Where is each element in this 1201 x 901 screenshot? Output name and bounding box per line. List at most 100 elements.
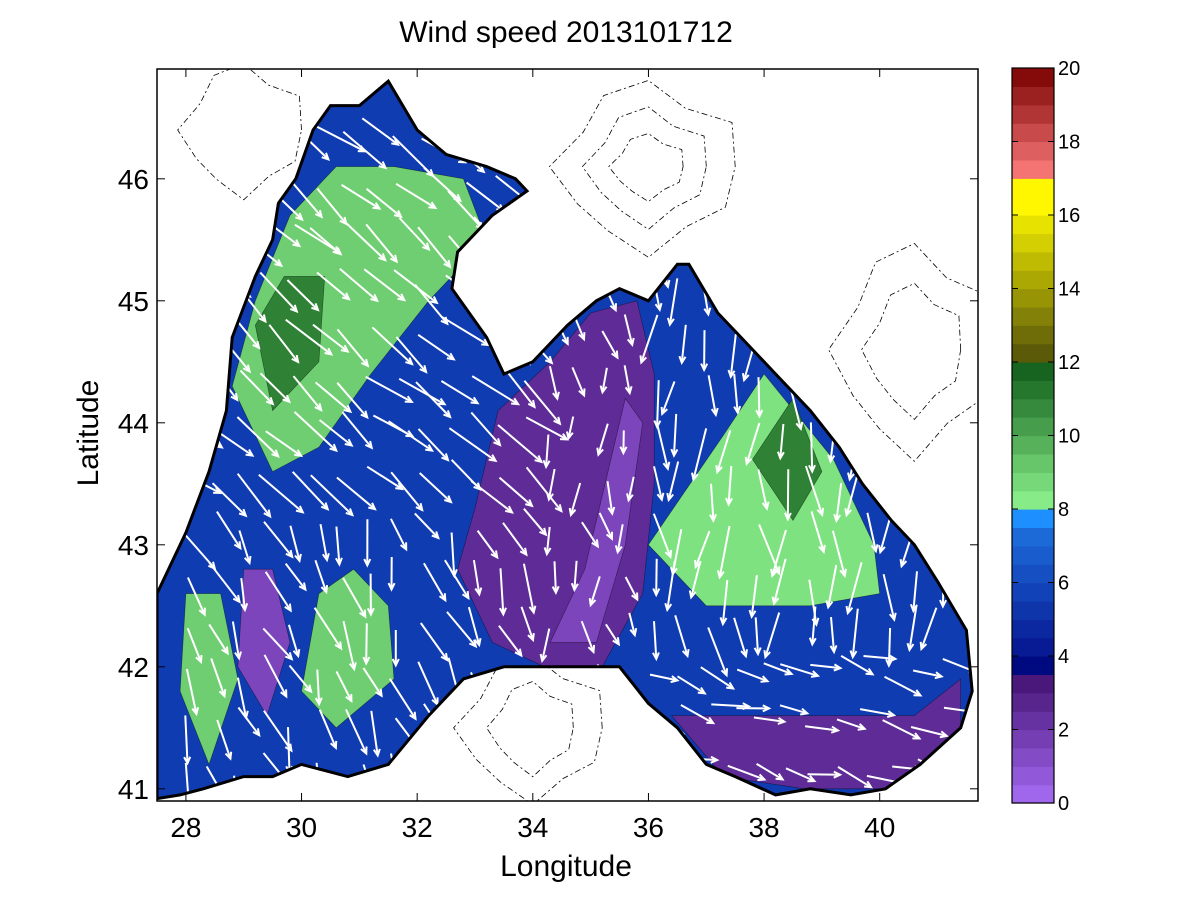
wind-arrow (810, 511, 826, 555)
wind-arrow (239, 369, 275, 406)
wind-arrow (715, 430, 732, 475)
wind-arrow (312, 323, 350, 353)
x-tick-label: 36 (633, 812, 664, 843)
colorbar-step (1012, 637, 1054, 657)
wind-arrow (807, 770, 843, 779)
wind-arrow (336, 382, 369, 420)
x-axis-ticks: 28 30 32 34 36 38 40 (170, 69, 895, 843)
colorbar-tick-label: 18 (1058, 132, 1080, 154)
colorbar-step (1012, 711, 1054, 731)
y-tick-label: 43 (118, 530, 149, 561)
wind-arrow (423, 562, 447, 603)
wind-arrow (639, 314, 659, 365)
wind-arrow (362, 623, 371, 666)
wind-arrow (395, 336, 428, 374)
wind-arrow (319, 524, 330, 563)
wind-arrow (444, 559, 470, 601)
y-tick-label: 46 (118, 164, 149, 195)
wind-arrow (763, 662, 794, 676)
colorbar-step (1012, 325, 1054, 345)
wind-arrow (265, 430, 303, 458)
colorbar-step (1012, 674, 1054, 694)
wind-arrow (236, 677, 249, 720)
wind-arrow (755, 377, 764, 419)
wind-arrow (363, 268, 407, 302)
colorbar-step (1012, 233, 1054, 253)
colorbar-step (1012, 251, 1054, 271)
wind-arrow (522, 563, 537, 615)
wind-arrow (208, 623, 229, 656)
wind-arrow (216, 511, 242, 551)
wind-arrow (336, 328, 370, 368)
wind-arrow (736, 704, 772, 713)
wind-arrow (314, 559, 329, 595)
land-contour (581, 106, 707, 230)
wind-arrow (757, 469, 770, 511)
wind-arrow (284, 562, 307, 592)
colorbar-step (1012, 527, 1054, 547)
wind-arrow (362, 667, 383, 698)
wind-arrow (313, 607, 343, 651)
wind-arrow (291, 471, 330, 511)
land-contour (608, 133, 684, 202)
colorbar-step (1012, 472, 1054, 492)
wind-arrow (371, 326, 414, 366)
map-plot-area: 28 30 32 34 36 38 40 41 42 43 44 45 46 (118, 68, 979, 843)
wind-arrow (366, 465, 405, 491)
wind-arrow (779, 704, 810, 716)
wind-arrow (335, 670, 353, 704)
wind-arrow (398, 217, 431, 252)
colorbar-bands (1012, 68, 1054, 804)
colorbar-tick-label: 6 (1058, 573, 1069, 595)
speed-zone (254, 276, 326, 412)
wind-arrow (580, 620, 596, 655)
wind-arrow (470, 480, 514, 514)
wind-arrow (365, 375, 414, 403)
colorbar-step (1012, 656, 1054, 675)
wind-arrow (292, 375, 323, 412)
wind-arrow (520, 606, 535, 643)
speed-zone (549, 397, 644, 643)
x-tick-label: 30 (286, 812, 317, 843)
wind-arrow (808, 579, 820, 627)
wind-arrow (882, 719, 922, 740)
wind-arrow (365, 223, 399, 264)
wind-arrow (776, 423, 785, 461)
wind-arrow (395, 182, 438, 210)
land-contour (486, 680, 574, 778)
wind-arrow (539, 628, 551, 664)
colorbar-step (1012, 141, 1054, 161)
wind-arrow (623, 314, 635, 348)
wind-arrow (211, 482, 248, 518)
colorbar-step (1012, 582, 1054, 602)
wind-arrow (363, 519, 372, 568)
speed-zone (752, 397, 823, 521)
wind-arrow (756, 763, 785, 781)
colorbar-tick-label: 12 (1058, 352, 1080, 374)
wind-arrow (884, 675, 923, 697)
wind-arrow (753, 617, 762, 657)
colorbar-step (1012, 600, 1054, 620)
colorbar-step (1012, 729, 1054, 749)
wind-arrow (476, 530, 499, 560)
wind-arrow (652, 513, 673, 560)
wind-arrow (912, 669, 944, 680)
colorbar-tick-label: 20 (1058, 58, 1080, 80)
wind-arrow (785, 767, 817, 783)
wind-arrow (498, 625, 523, 658)
wind-arrow (833, 482, 843, 524)
wind-arrow (837, 766, 873, 789)
wind-arrow (342, 130, 388, 170)
wind-arrow (208, 562, 241, 604)
y-axis-label: Latitude (72, 380, 105, 487)
wind-arrow (287, 624, 301, 659)
wind-arrow (783, 469, 792, 522)
wind-arrow (237, 706, 261, 738)
colorbar-step (1012, 619, 1054, 639)
wind-arrow (653, 466, 665, 502)
colorbar-step (1012, 766, 1054, 786)
colorbar-step (1012, 288, 1054, 308)
wind-arrow (845, 562, 863, 616)
wind-arrow (831, 530, 847, 578)
colorbar-step (1012, 159, 1054, 179)
